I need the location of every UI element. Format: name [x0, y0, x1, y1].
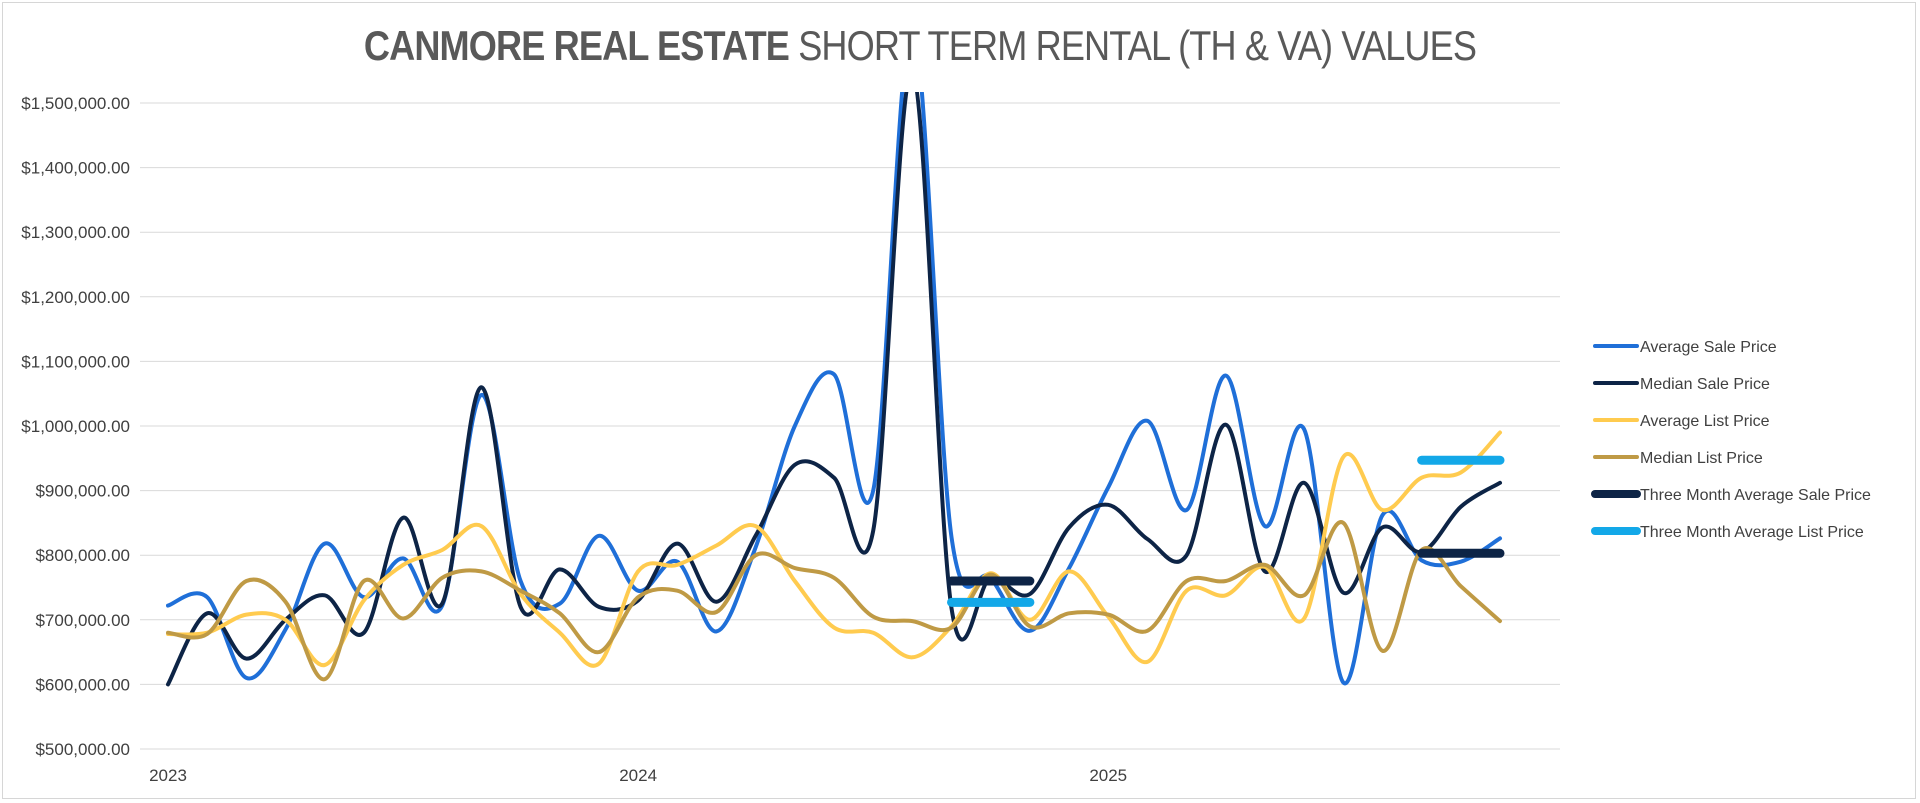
legend-item: Three Month Average Sale Price	[1591, 487, 1871, 504]
y-axis-ticks: $500,000.00 $600,000.00 $700,000.00 $800,00…	[21, 94, 130, 759]
series-line	[166, 520, 1502, 682]
x-tick-label: 2023	[149, 766, 187, 785]
legend-label: Average List Price	[1640, 413, 1770, 430]
legend: Average Sale Price Median Sale Price Avera…	[1591, 339, 1871, 541]
y-tick-label: $500,000.00	[35, 740, 130, 759]
y-tick-label: $800,000.00	[35, 546, 130, 565]
legend-label: Median List Price	[1640, 450, 1763, 467]
series-three-month-average-list-price	[947, 455, 1505, 607]
series-median-sale-price	[166, 92, 1502, 687]
y-tick-label: $1,200,000.00	[21, 288, 130, 307]
x-axis-ticks: 2023 2024 2025	[149, 766, 1127, 785]
y-tick-label: $1,300,000.00	[21, 223, 130, 242]
legend-label: Three Month Average List Price	[1640, 524, 1864, 541]
chart-title: CANMORE REAL ESTATE SHORT TERM RENTAL (T…	[129, 22, 1711, 70]
series-average-sale-price	[166, 92, 1502, 686]
legend-item: Median List Price	[1593, 450, 1763, 467]
y-tick-label: $1,000,000.00	[21, 417, 130, 436]
chart-title-bold: CANMORE REAL ESTATE	[363, 22, 790, 69]
legend-item: Average List Price	[1593, 413, 1770, 430]
x-tick-label: 2024	[619, 766, 657, 785]
legend-label: Median Sale Price	[1640, 376, 1770, 393]
y-tick-label: $600,000.00	[35, 675, 130, 694]
y-tick-label: $1,500,000.00	[21, 94, 130, 113]
series-three-month-average-sale-price	[947, 548, 1505, 586]
series-average-list-price	[166, 430, 1502, 668]
x-tick-label: 2025	[1089, 766, 1127, 785]
y-tick-label: $1,400,000.00	[21, 159, 130, 178]
series-lines	[166, 92, 1505, 687]
y-tick-label: $700,000.00	[35, 611, 130, 630]
y-tick-label: $1,100,000.00	[21, 352, 130, 371]
legend-label: Average Sale Price	[1640, 339, 1777, 356]
legend-item: Median Sale Price	[1593, 376, 1770, 393]
chart-title-rest: SHORT TERM RENTAL (TH & VA) VALUES	[789, 22, 1477, 69]
series-line	[166, 92, 1502, 687]
legend-item: Average Sale Price	[1593, 339, 1777, 356]
series-median-list-price	[166, 520, 1502, 682]
legend-item: Three Month Average List Price	[1591, 524, 1864, 541]
y-tick-label: $900,000.00	[35, 482, 130, 501]
series-line	[166, 92, 1502, 686]
series-line	[166, 430, 1502, 668]
gridlines	[140, 102, 1560, 750]
legend-label: Three Month Average Sale Price	[1640, 487, 1871, 504]
